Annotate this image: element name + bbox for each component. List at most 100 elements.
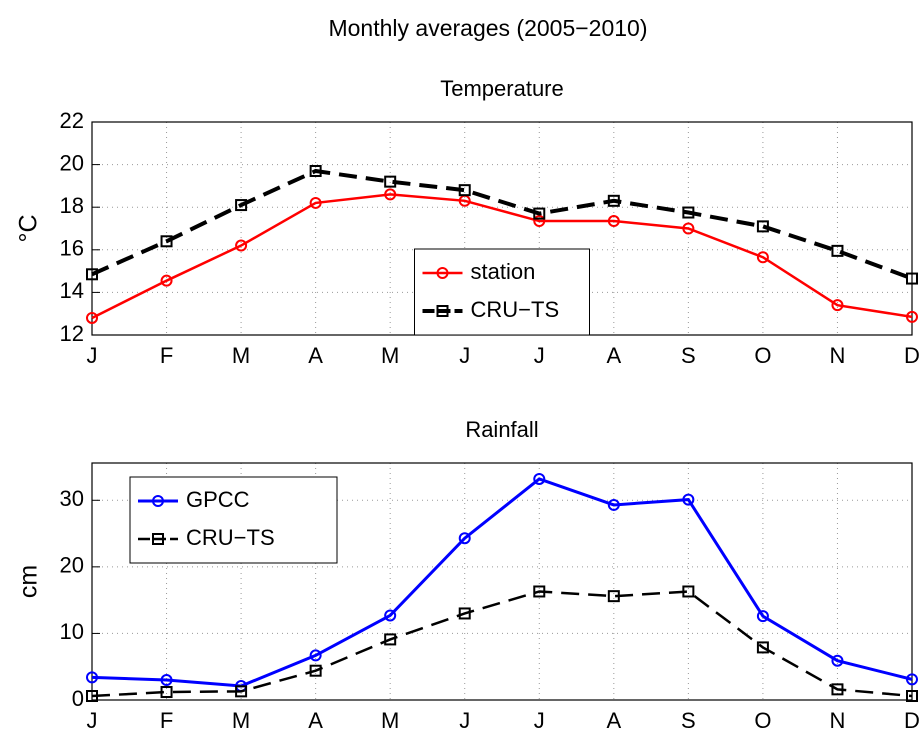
x-tick-label: A xyxy=(308,708,323,733)
x-tick-label: F xyxy=(160,343,173,368)
x-tick-label: F xyxy=(160,708,173,733)
x-tick-label: D xyxy=(904,708,920,733)
y-tick-label: 10 xyxy=(60,619,84,644)
marker xyxy=(607,498,620,511)
x-tick-label: A xyxy=(606,708,621,733)
marker xyxy=(906,673,918,686)
subplot-title: Temperature xyxy=(440,76,564,101)
y-tick-label: 0 xyxy=(72,686,84,711)
y-tick-label: 22 xyxy=(60,108,84,133)
marker xyxy=(831,244,844,257)
y-axis-label: cm xyxy=(15,565,43,598)
marker xyxy=(831,654,844,667)
marker xyxy=(309,649,322,662)
legend: GPCC CRU−TS xyxy=(129,476,338,564)
legend-label: GPCC xyxy=(186,487,250,512)
marker xyxy=(384,633,397,646)
marker xyxy=(436,267,449,279)
marker xyxy=(235,199,248,212)
marker xyxy=(152,495,164,507)
legend-label: station xyxy=(471,259,536,284)
marker xyxy=(86,671,98,684)
marker xyxy=(86,311,98,324)
marker xyxy=(160,674,173,687)
x-tick-label: A xyxy=(308,343,323,368)
legend-box xyxy=(414,248,590,336)
y-tick-label: 12 xyxy=(60,321,84,346)
marker xyxy=(756,610,769,623)
x-tick-label: M xyxy=(381,343,399,368)
legend-box xyxy=(129,476,338,564)
marker xyxy=(458,184,471,197)
marker xyxy=(831,299,844,312)
x-tick-label: D xyxy=(904,343,920,368)
legend-label: CRU−TS xyxy=(186,525,275,550)
marker xyxy=(607,194,620,207)
figure-title: Monthly averages (2005−2010) xyxy=(328,15,647,41)
x-tick-label: J xyxy=(534,343,545,368)
x-tick-label: A xyxy=(606,343,621,368)
marker xyxy=(458,532,471,545)
x-tick-label: J xyxy=(534,708,545,733)
marker xyxy=(160,235,173,248)
marker xyxy=(160,686,173,699)
x-tick-label: O xyxy=(754,708,771,733)
marker xyxy=(86,690,98,703)
x-tick-label: J xyxy=(87,343,98,368)
marker xyxy=(906,690,918,703)
marker xyxy=(533,585,546,598)
y-tick-label: 18 xyxy=(60,193,84,218)
marker xyxy=(682,222,695,235)
y-tick-label: 20 xyxy=(60,150,84,175)
marker xyxy=(86,268,98,281)
x-tick-label: N xyxy=(830,343,846,368)
y-tick-label: 16 xyxy=(60,236,84,261)
series-line xyxy=(91,590,913,698)
marker xyxy=(607,590,620,603)
y-tick-label: 20 xyxy=(60,553,84,578)
y-axis-label: °C xyxy=(15,214,43,242)
marker xyxy=(682,493,695,506)
y-tick-label: 14 xyxy=(60,278,84,303)
marker xyxy=(384,175,397,188)
marker xyxy=(533,472,546,485)
marker xyxy=(682,206,695,219)
marker xyxy=(533,207,546,220)
x-tick-label: J xyxy=(459,708,470,733)
x-tick-label: M xyxy=(232,343,250,368)
marker xyxy=(309,196,322,209)
marker xyxy=(756,251,769,264)
marker xyxy=(436,305,449,317)
series-line xyxy=(91,168,913,281)
series-line xyxy=(91,477,913,688)
legend-label: CRU−TS xyxy=(471,297,560,322)
y-tick-label: 30 xyxy=(60,486,84,511)
marker xyxy=(607,215,620,228)
x-tick-label: M xyxy=(381,708,399,733)
x-tick-label: N xyxy=(830,708,846,733)
marker xyxy=(756,220,769,233)
series-line xyxy=(91,193,913,320)
x-tick-label: M xyxy=(232,708,250,733)
marker xyxy=(152,533,164,545)
x-tick-label: J xyxy=(87,708,98,733)
marker xyxy=(235,685,248,698)
marker xyxy=(309,664,322,677)
marker xyxy=(384,188,397,201)
marker xyxy=(756,641,769,654)
marker xyxy=(533,215,546,228)
x-tick-label: O xyxy=(754,343,771,368)
x-tick-label: J xyxy=(459,343,470,368)
legend: station CRU−TS xyxy=(414,248,590,336)
marker xyxy=(831,683,844,696)
marker xyxy=(682,585,695,598)
marker xyxy=(309,164,322,177)
marker xyxy=(235,239,248,252)
axes-box xyxy=(91,462,913,701)
marker xyxy=(160,274,173,287)
marker xyxy=(458,607,471,620)
marker xyxy=(906,272,918,285)
subplot-title: Rainfall xyxy=(465,417,538,442)
x-tick-label: S xyxy=(681,708,696,733)
